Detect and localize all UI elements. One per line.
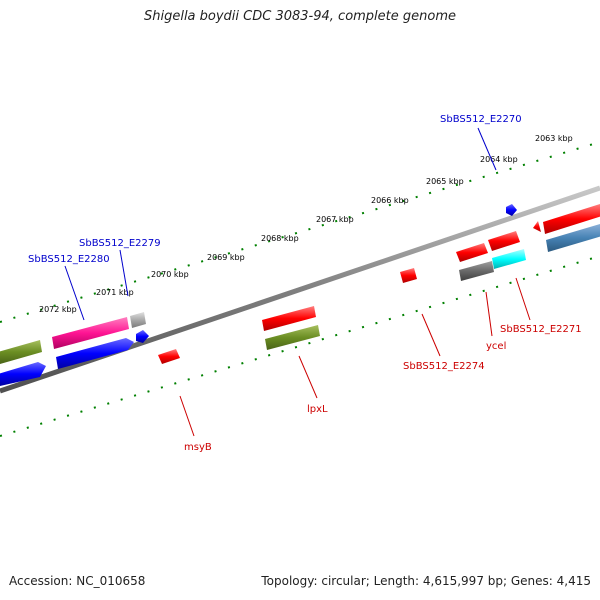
tick-label: 2068 kbp	[261, 234, 299, 243]
gene-label[interactable]: SbBS512_E2271	[500, 324, 582, 335]
gene-feature[interactable]	[456, 243, 488, 262]
genome-title: Shigella boydii CDC 3083-94, complete ge…	[143, 9, 457, 24]
gene-feature[interactable]	[533, 221, 541, 232]
tick-label: 2063 kbp	[535, 134, 573, 143]
gene-feature[interactable]	[488, 231, 520, 251]
tick-label: 2066 kbp	[371, 196, 409, 205]
tick-label: 2065 kbp	[426, 177, 464, 186]
tick-label: 2072 kbp	[39, 305, 77, 314]
gene-label[interactable]: SbBS512_E2274	[403, 361, 485, 372]
gene-feature[interactable]	[0, 362, 46, 386]
callout-lines	[64, 127, 531, 437]
gene-feature[interactable]	[0, 340, 42, 364]
tick-label: 2071 kbp	[96, 288, 134, 297]
gene-feature[interactable]	[265, 325, 320, 350]
gene-label[interactable]: ycel	[486, 341, 506, 352]
tick-label: 2070 kbp	[151, 270, 189, 279]
gene-feature-sbbs512-e2274[interactable]	[400, 268, 417, 283]
scale-tick-labels: 2072 kbp 2071 kbp 2070 kbp 2069 kbp 2068…	[39, 134, 573, 314]
inner-tick-ring	[0, 255, 600, 437]
gene-label[interactable]: SbBS512_E2279	[79, 238, 161, 249]
gene-feature-msyb[interactable]	[158, 349, 180, 364]
genome-backbone	[0, 185, 600, 394]
gene-feature-sbbs512-e2270[interactable]	[506, 204, 517, 216]
tick-label: 2067 kbp	[316, 215, 354, 224]
gene-label[interactable]: SbBS512_E2270	[440, 114, 522, 125]
gene-feature-sbbs512-e2280[interactable]	[52, 317, 129, 349]
gene-feature-sbbs512-e2271[interactable]	[492, 249, 526, 269]
gene-feature-sbbs512-e2279[interactable]	[130, 312, 146, 328]
gene-feature[interactable]	[546, 224, 600, 252]
gene-feature[interactable]	[136, 330, 149, 343]
gene-labels: SbBS512_E2280 SbBS512_E2279 SbBS512_E227…	[28, 114, 582, 453]
gene-label[interactable]: SbBS512_E2280	[28, 254, 110, 265]
gene-feature[interactable]	[543, 204, 600, 234]
genome-summary-text: Topology: circular; Length: 4,615,997 bp…	[261, 574, 591, 588]
tick-label: 2064 kbp	[480, 155, 518, 164]
gene-label[interactable]: msyB	[184, 442, 212, 453]
feature-track	[0, 204, 600, 386]
tick-label: 2069 kbp	[207, 253, 245, 262]
accession-text: Accession: NC_010658	[9, 574, 146, 588]
outer-tick-ring	[0, 141, 600, 323]
gene-feature[interactable]	[56, 338, 134, 369]
gene-label[interactable]: lpxL	[307, 404, 328, 415]
gene-feature-lpxl[interactable]	[262, 306, 316, 331]
gene-feature-ycel[interactable]	[459, 261, 494, 281]
